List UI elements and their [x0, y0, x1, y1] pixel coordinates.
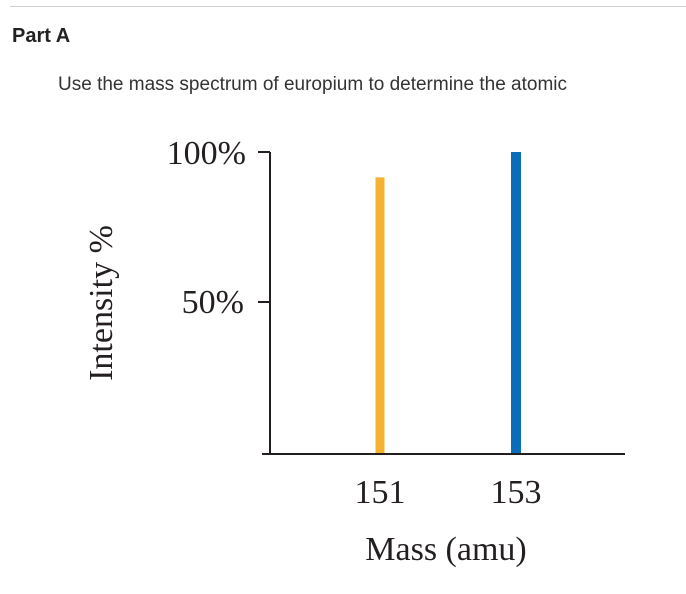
y-tick-label-50: 50% — [182, 284, 244, 321]
part-title: Part A — [12, 25, 71, 47]
x-tick-label-151: 151 — [355, 474, 406, 511]
question-prompt: Use the mass spectrum of europium to det… — [58, 74, 568, 95]
x-axis-label: Mass (amu) — [365, 531, 526, 568]
y-axis-label: Intensity % — [83, 225, 120, 381]
x-tick-label-153: 153 — [491, 474, 542, 511]
top-divider — [10, 6, 686, 7]
y-tick-label-100: 100% — [167, 135, 246, 172]
